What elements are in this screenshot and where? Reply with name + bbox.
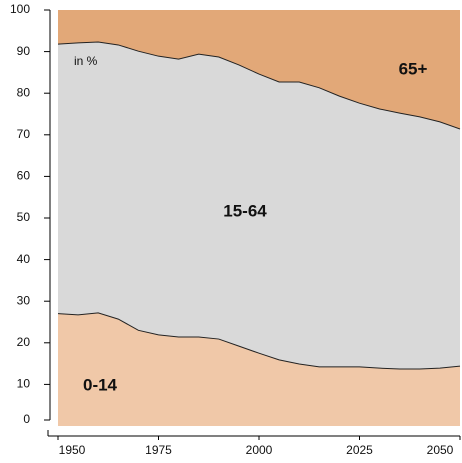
- x-tick-label: 2025: [346, 443, 373, 457]
- x-tick-label: 1950: [59, 443, 86, 457]
- y-tick-label: 70: [17, 127, 31, 141]
- y-tick-label: 40: [17, 252, 31, 266]
- area: [58, 10, 460, 129]
- y-tick-label: 80: [17, 85, 31, 99]
- annotation: in %: [74, 54, 98, 68]
- x-tick-label: 2050: [427, 443, 454, 457]
- y-tick-label: 50: [17, 210, 31, 224]
- series-label: 15-64: [223, 201, 267, 220]
- y-tick-label: 100: [10, 2, 30, 16]
- boundary-line: [57, 312, 461, 370]
- y-tick-label: 30: [17, 293, 31, 307]
- boundary-line: [57, 41, 461, 130]
- y-tick-label: 60: [17, 169, 31, 183]
- series-label: 0-14: [83, 375, 118, 394]
- y-tick-label: 0: [23, 412, 30, 426]
- area: [58, 312, 460, 426]
- y-tick-label: 10: [17, 377, 31, 391]
- y-tick-label: 90: [17, 44, 31, 58]
- area: [58, 42, 460, 370]
- series-label: 65+: [399, 59, 428, 78]
- x-tick-label: 2000: [246, 443, 273, 457]
- y-tick-label: 20: [17, 335, 31, 349]
- x-tick-label: 1975: [145, 443, 172, 457]
